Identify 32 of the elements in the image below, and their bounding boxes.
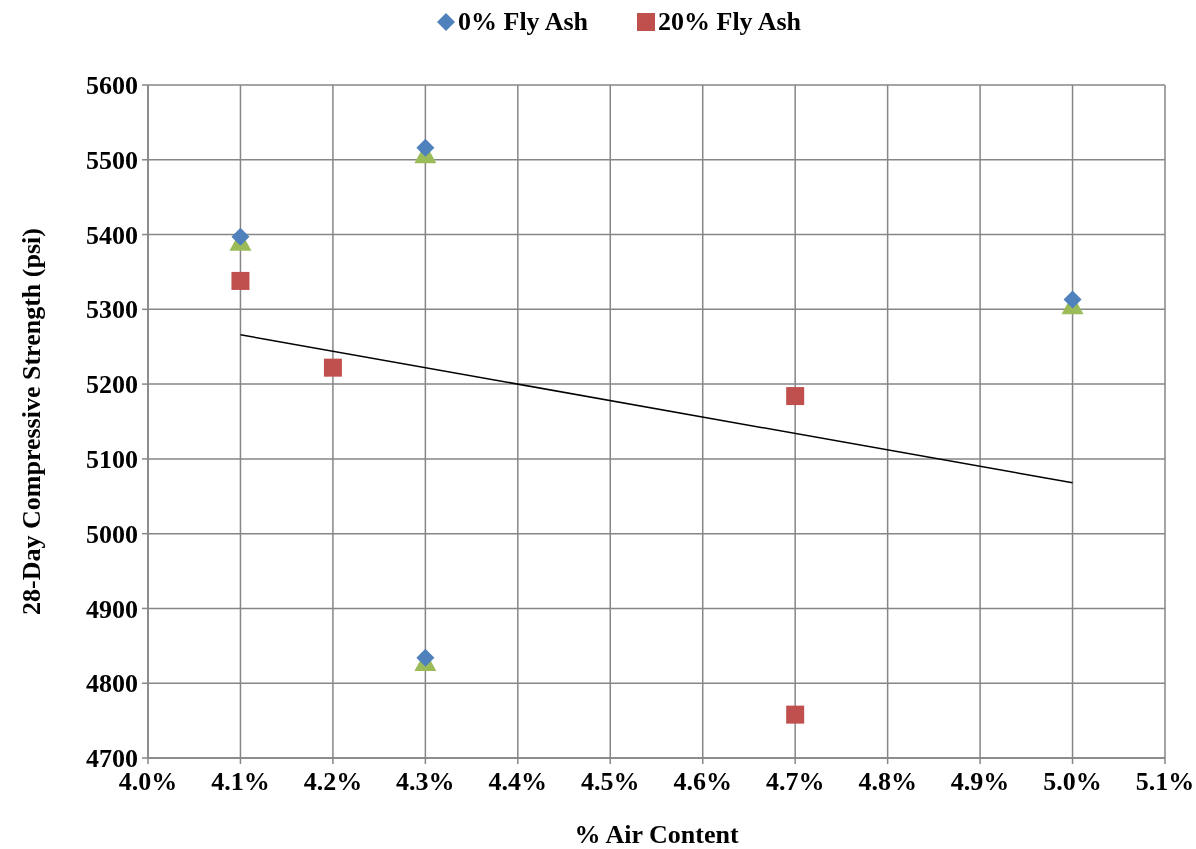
x-tick-label: 4.4%	[488, 767, 548, 796]
x-axis-title: % Air Content	[574, 820, 739, 849]
x-tick-label: 4.9%	[950, 767, 1010, 796]
legend-label: 0% Fly Ash	[458, 7, 589, 36]
point	[323, 358, 342, 377]
x-tick-label: 4.3%	[396, 767, 455, 796]
point	[231, 227, 250, 246]
y-tick-label: 4900	[86, 594, 138, 624]
x-tick-label: 4.7%	[765, 767, 825, 796]
point	[416, 138, 435, 157]
y-tick-label: 5600	[86, 71, 138, 101]
y-tick-label: 5500	[86, 145, 138, 175]
x-tick-label: 4.1%	[211, 767, 270, 796]
point	[416, 648, 435, 667]
x-tick-label: 4.5%	[581, 767, 640, 796]
point	[786, 387, 805, 406]
legend-label: 20% Fly Ash	[658, 7, 802, 36]
x-tick-label: 4.2%	[303, 767, 363, 796]
y-tick-label: 5400	[86, 220, 138, 250]
x-tick-label: 5.0%	[1043, 767, 1102, 796]
x-tick-label: 5.1%	[1135, 767, 1195, 796]
x-tick-label: 4.8%	[858, 767, 917, 796]
point	[786, 705, 805, 724]
y-axis-title: 28-Day Compressive Strength (psi)	[17, 228, 46, 615]
y-tick-label: 4800	[86, 669, 138, 699]
y-tick-label: 5300	[86, 295, 138, 325]
x-tick-label: 4.6%	[673, 767, 732, 796]
y-tick-label: 5000	[86, 519, 138, 549]
y-tick-label: 5200	[86, 370, 138, 400]
point	[1063, 290, 1082, 309]
y-tick-label: 5100	[86, 444, 138, 474]
point	[231, 271, 250, 290]
